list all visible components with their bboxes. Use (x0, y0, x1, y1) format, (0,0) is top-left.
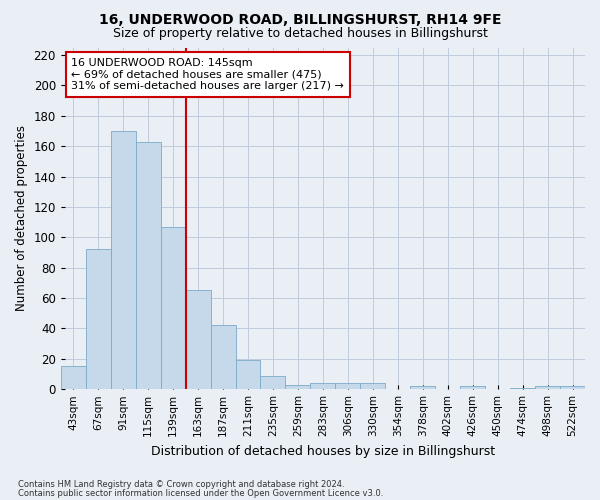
Bar (111, 131, 136, 389)
Text: 16 UNDERWOOD ROAD: 145sqm
← 69% of detached houses are smaller (475)
31% of semi: 16 UNDERWOOD ROAD: 145sqm ← 69% of detac… (71, 58, 344, 91)
Bar (86, 250, 111, 389)
Bar (510, 388, 535, 389)
Bar (161, 226, 185, 389)
Bar (185, 290, 211, 389)
Text: Size of property relative to detached houses in Billingshurst: Size of property relative to detached ho… (113, 28, 487, 40)
Bar (410, 386, 435, 389)
Y-axis label: Number of detached properties: Number of detached properties (15, 126, 28, 312)
Bar (535, 386, 560, 389)
Bar (211, 326, 236, 389)
Bar (236, 360, 260, 389)
Bar (560, 386, 585, 389)
Bar (361, 383, 385, 389)
Bar (335, 383, 361, 389)
Bar (260, 376, 286, 389)
Bar (286, 384, 310, 389)
Bar (460, 386, 485, 389)
X-axis label: Distribution of detached houses by size in Billingshurst: Distribution of detached houses by size … (151, 444, 495, 458)
Text: Contains HM Land Registry data © Crown copyright and database right 2024.: Contains HM Land Registry data © Crown c… (18, 480, 344, 489)
Bar (61, 366, 86, 389)
Text: 16, UNDERWOOD ROAD, BILLINGSHURST, RH14 9FE: 16, UNDERWOOD ROAD, BILLINGSHURST, RH14 … (99, 12, 501, 26)
Bar (136, 142, 161, 389)
Text: Contains public sector information licensed under the Open Government Licence v3: Contains public sector information licen… (18, 488, 383, 498)
Bar (310, 383, 335, 389)
